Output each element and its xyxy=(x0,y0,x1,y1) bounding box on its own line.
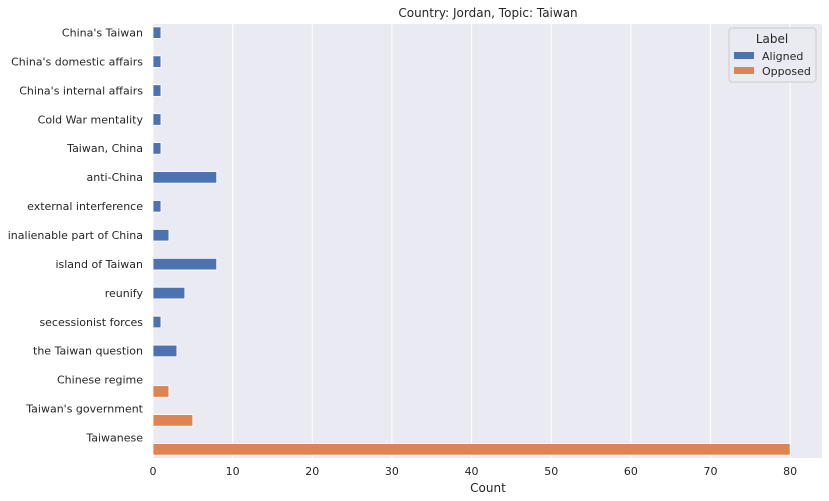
x-tick-label: 0 xyxy=(150,465,157,478)
y-tick-label: inalienable part of China xyxy=(8,229,143,242)
bar-opposed xyxy=(152,414,194,427)
x-tick-labels: 0 10 20 30 40 50 60 70 80 xyxy=(150,465,798,478)
x-tick-label: 50 xyxy=(544,465,558,478)
legend-label-opposed: Opposed xyxy=(762,65,811,78)
bar-aligned xyxy=(152,286,186,300)
bar-aligned xyxy=(152,229,170,242)
bar-aligned xyxy=(152,315,162,329)
legend-title: Label xyxy=(756,32,788,46)
y-tick-label: Taiwanese xyxy=(85,432,143,445)
legend-swatch-aligned xyxy=(734,52,754,59)
bar-aligned xyxy=(152,84,162,97)
y-tick-label: the Taiwan question xyxy=(33,345,143,358)
chart-title: Country: Jordan, Topic: Taiwan xyxy=(398,6,577,20)
y-tick-labels: China's Taiwan China's domestic affairs Ch… xyxy=(8,26,144,444)
y-tick-label: external interference xyxy=(27,200,143,213)
bar-opposed xyxy=(152,443,791,456)
x-tick-label: 70 xyxy=(704,465,718,478)
plot-area xyxy=(153,24,822,458)
bar-aligned xyxy=(152,200,162,213)
gridlines xyxy=(152,24,791,458)
y-tick-label: Taiwan's government xyxy=(25,403,143,416)
y-tick-label: Cold War mentality xyxy=(38,113,144,126)
x-tick-label: 80 xyxy=(783,465,797,478)
bar-aligned xyxy=(152,113,162,126)
y-tick-label: China's Taiwan xyxy=(62,26,143,39)
bar-aligned xyxy=(152,171,218,184)
x-tick-label: 10 xyxy=(226,465,240,478)
x-axis-label: Count xyxy=(470,481,506,495)
legend: Label Aligned Opposed xyxy=(728,27,817,83)
y-tick-label: island of Taiwan xyxy=(55,258,143,271)
y-tick-label: Chinese regime xyxy=(57,374,143,387)
legend-swatch-opposed xyxy=(734,67,754,74)
y-tick-label: anti-China xyxy=(87,171,143,184)
y-tick-label: China's domestic affairs xyxy=(11,55,143,68)
y-tick-label: China's internal affairs xyxy=(19,84,143,97)
x-tick-label: 60 xyxy=(624,465,638,478)
bar-opposed xyxy=(152,385,170,398)
x-tick-label: 40 xyxy=(465,465,479,478)
y-tick-label: secessionist forces xyxy=(39,316,143,329)
legend-label-aligned: Aligned xyxy=(762,50,803,63)
bar-aligned xyxy=(152,55,162,68)
x-tick-label: 20 xyxy=(305,465,319,478)
bar-aligned xyxy=(152,142,162,155)
y-tick-label: reunify xyxy=(105,287,144,300)
x-tick-label: 30 xyxy=(385,465,399,478)
bars xyxy=(152,26,791,456)
bar-aligned xyxy=(152,26,162,39)
bar-aligned xyxy=(152,344,178,358)
y-tick-label: Taiwan, China xyxy=(66,142,143,155)
bar-aligned xyxy=(152,257,218,271)
